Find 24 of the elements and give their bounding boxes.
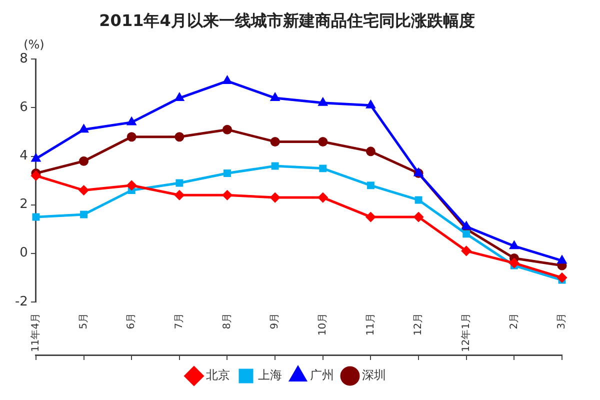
y-tick-label: 6 [20,100,28,116]
x-tick-label: 11月 [365,312,376,336]
legend-label: 广州 [310,368,334,382]
x-tick-label: 9月 [270,312,281,330]
x-tick-label: 12月 [413,312,424,336]
legend-label: 北京 [206,368,230,382]
y-tick-label: 8 [20,52,28,67]
x-tick-label: 3月 [556,312,568,330]
x-tick-label: 8月 [222,312,233,330]
x-tick-label: 12年1月 [460,312,472,352]
x-tick-label: 6月 [126,312,138,330]
chart-title: 2011年4月以来一线城市新建商品住宅同比涨跌幅度 [99,10,475,30]
x-tick-label: 2月 [508,312,520,330]
y-tick-label: -2 [14,294,28,310]
x-tick-label: 11年4月 [30,312,42,352]
x-tick-label: 10月 [317,312,328,336]
x-tick-label: 5月 [78,312,90,330]
x-tick-label: 7月 [174,312,186,330]
y-tick-label: 4 [20,148,28,164]
legend-label: 上海 [258,368,282,382]
y-tick-label: 2 [20,197,28,212]
y-tick-label: 0 [20,246,28,261]
legend-label: 深圳 [362,368,386,382]
y-axis-title: (%) [24,37,44,52]
